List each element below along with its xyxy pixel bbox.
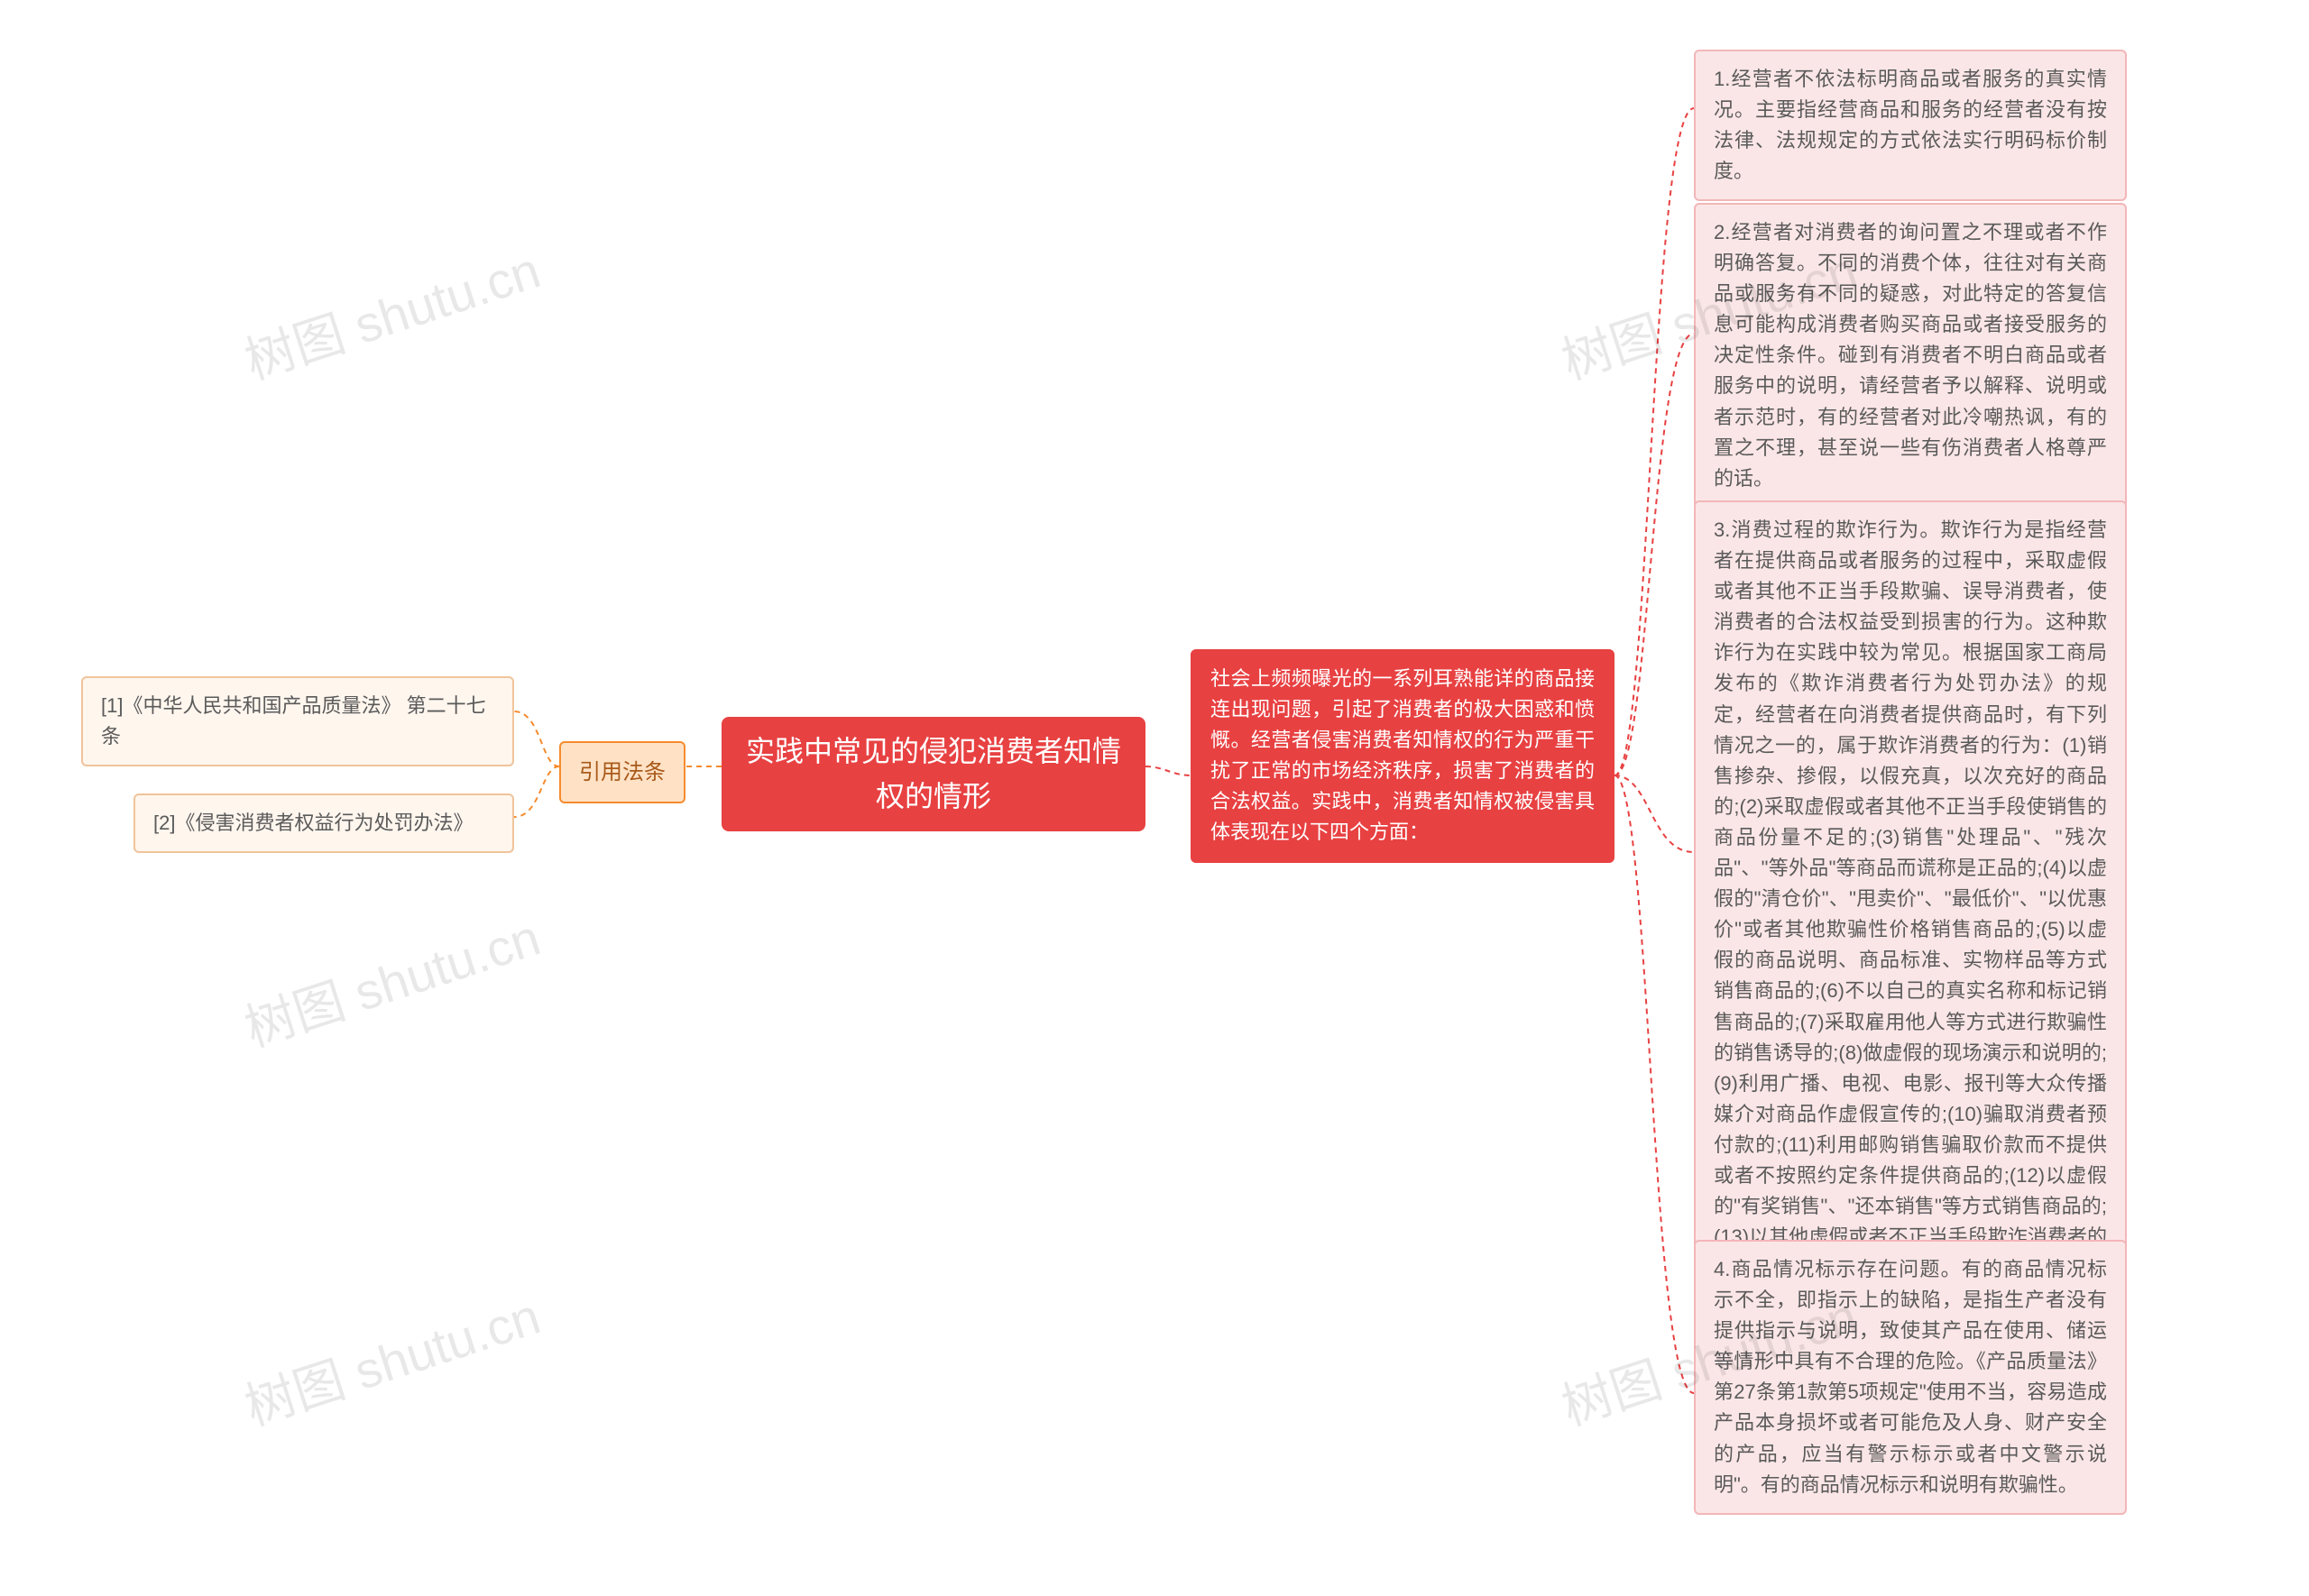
right-leaf: 3.消费过程的欺诈行为。欺诈行为是指经营者在提供商品或者服务的过程中，采取虚假或… [1694, 500, 2127, 1298]
left-branch: 引用法条 [559, 741, 685, 803]
right-intro-text: 社会上频频曝光的一系列耳熟能详的商品接连出现问题，引起了消费者的极大困惑和愤慨。… [1210, 667, 1595, 843]
center-title: 实践中常见的侵犯消费者知情权的情形 [746, 735, 1121, 812]
center-node: 实践中常见的侵犯消费者知情权的情形 [722, 717, 1145, 831]
right-leaf-text: 2.经营者对消费者的询问置之不理或者不作明确答复。不同的消费个体，往往对有关商品… [1714, 221, 2107, 490]
watermark: 树图 shutu.cn [235, 897, 548, 1061]
right-leaf-text: 4.商品情况标示存在问题。有的商品情况标示不全，即指示上的缺陷，是指生产者没有提… [1714, 1258, 2107, 1496]
left-leaf-text: [2]《侵害消费者权益行为处罚办法》 [153, 812, 473, 834]
watermark: 树图 shutu.cn [235, 230, 548, 394]
right-leaf-text: 1.经营者不依法标明商品或者服务的真实情况。主要指经营商品和服务的经营者没有按法… [1714, 68, 2107, 182]
watermark: 树图 shutu.cn [235, 1276, 548, 1440]
right-intro: 社会上频频曝光的一系列耳熟能详的商品接连出现问题，引起了消费者的极大困惑和愤慨。… [1191, 649, 1614, 863]
left-leaf: [2]《侵害消费者权益行为处罚办法》 [133, 793, 514, 853]
right-leaf-text: 3.消费过程的欺诈行为。欺诈行为是指经营者在提供商品或者服务的过程中，采取虚假或… [1714, 518, 2107, 1279]
left-leaf: [1]《中华人民共和国产品质量法》 第二十七条 [81, 676, 514, 766]
right-leaf: 4.商品情况标示存在问题。有的商品情况标示不全，即指示上的缺陷，是指生产者没有提… [1694, 1240, 2127, 1515]
right-leaf: 1.经营者不依法标明商品或者服务的真实情况。主要指经营商品和服务的经营者没有按法… [1694, 50, 2127, 201]
right-leaf: 2.经营者对消费者的询问置之不理或者不作明确答复。不同的消费个体，往往对有关商品… [1694, 203, 2127, 509]
left-branch-label: 引用法条 [579, 760, 666, 784]
left-leaf-text: [1]《中华人民共和国产品质量法》 第二十七条 [101, 694, 486, 748]
